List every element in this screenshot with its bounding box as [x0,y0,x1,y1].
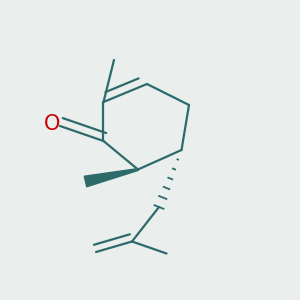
Polygon shape [84,169,138,187]
Text: O: O [44,115,60,134]
